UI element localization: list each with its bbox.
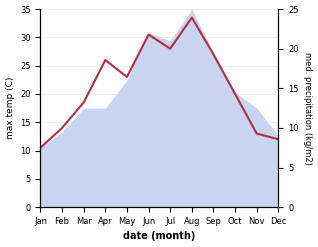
Y-axis label: med. precipitation (kg/m2): med. precipitation (kg/m2) <box>303 52 313 165</box>
Y-axis label: max temp (C): max temp (C) <box>5 77 15 139</box>
X-axis label: date (month): date (month) <box>123 231 196 242</box>
